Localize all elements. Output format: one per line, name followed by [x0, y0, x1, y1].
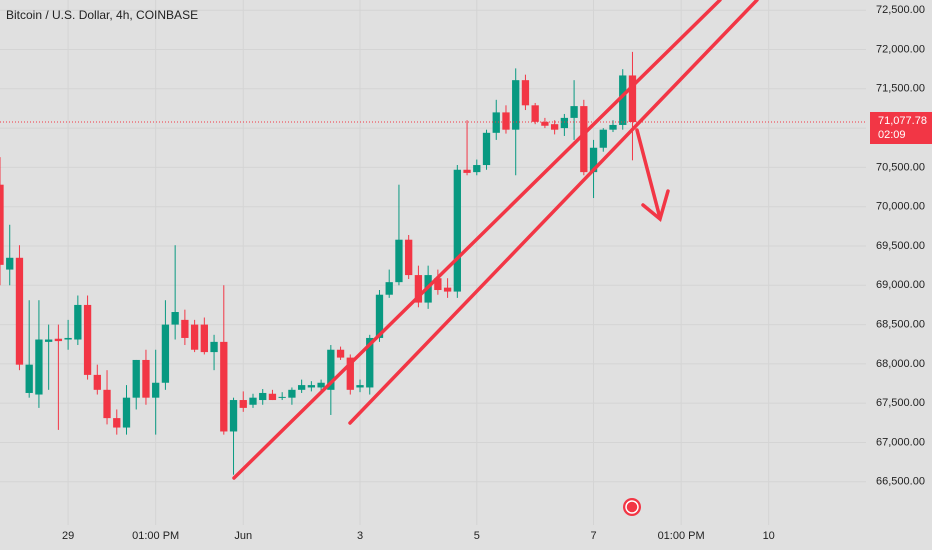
y-tick-label: 69,500.00 — [876, 240, 925, 252]
candle-body — [463, 169, 471, 173]
x-tick-label: Jun — [234, 530, 252, 542]
y-tick-label: 67,500.00 — [876, 397, 925, 409]
trend-lines — [232, 0, 759, 480]
candle-body — [599, 129, 607, 148]
candle-body — [25, 364, 33, 393]
x-tick-label: 3 — [357, 530, 363, 542]
candle-body — [482, 132, 491, 166]
candle-body — [74, 304, 82, 340]
trend-line — [348, 0, 759, 425]
candle-body — [142, 359, 150, 398]
candle-body — [356, 385, 364, 388]
candle-body — [405, 239, 413, 276]
candle-body — [93, 374, 101, 390]
x-tick-label: 7 — [590, 530, 596, 542]
candle-body — [589, 147, 598, 173]
candle-body — [375, 294, 384, 338]
candle-body — [502, 112, 510, 130]
candle-body — [181, 319, 189, 338]
y-tick-label: 68,000.00 — [876, 358, 925, 370]
candle-body — [473, 165, 481, 173]
candle-body — [297, 385, 306, 390]
y-tick-label: 70,000.00 — [876, 201, 925, 213]
event-icon — [623, 498, 641, 516]
y-tick-label: 70,500.00 — [876, 161, 925, 173]
candle-body — [492, 112, 500, 133]
candle-body — [54, 338, 63, 342]
candle-body — [15, 257, 24, 365]
grid — [0, 0, 866, 525]
candle-body — [336, 349, 345, 358]
candle-body — [366, 337, 374, 388]
x-tick-label: 01:00 PM — [132, 530, 179, 542]
candle-body — [220, 341, 228, 432]
arrow — [635, 128, 662, 220]
candle-body — [249, 397, 257, 405]
y-tick-label: 66,500.00 — [876, 476, 925, 488]
countdown: 02:09 — [878, 129, 906, 141]
x-tick-label: 01:00 PM — [658, 530, 705, 542]
candle-body — [550, 124, 559, 130]
candle-body — [200, 324, 208, 353]
candle-body — [395, 239, 403, 283]
candle-body — [288, 389, 296, 398]
candle-body — [113, 418, 121, 428]
x-tick-label: 29 — [62, 530, 74, 542]
candle-body — [83, 304, 92, 375]
candle-body — [453, 169, 461, 292]
candle-body — [122, 397, 131, 428]
candle-body — [531, 105, 539, 122]
candle-body — [443, 287, 452, 292]
y-tick-label: 72,000.00 — [876, 43, 925, 55]
candle-body — [560, 117, 569, 129]
candle-body — [259, 392, 267, 401]
x-tick-label: 5 — [474, 530, 480, 542]
candle-body — [434, 278, 442, 291]
last-price-label: 71,077.78 — [878, 115, 927, 127]
candle-body — [570, 106, 578, 118]
candles — [0, 51, 637, 475]
candle-body — [385, 282, 393, 295]
chart-title: Bitcoin / U.S. Dollar, 4h, COINBASE — [6, 8, 198, 22]
y-tick-label: 69,000.00 — [876, 279, 925, 291]
candle-body — [190, 324, 199, 350]
candle-body — [171, 312, 179, 325]
candle-body — [414, 275, 423, 303]
candle-body — [0, 184, 4, 265]
candle-body — [307, 385, 316, 388]
candle-body — [210, 341, 218, 353]
last-price-box — [870, 111, 932, 144]
candle-body — [541, 121, 549, 126]
trend-line — [232, 0, 722, 480]
arrow-head — [641, 189, 670, 223]
y-tick-label: 72,500.00 — [876, 4, 925, 16]
candle-body — [6, 257, 14, 270]
candle-body — [161, 324, 170, 383]
candle-body — [45, 339, 53, 342]
candle-body — [239, 400, 247, 408]
candle-body — [64, 337, 72, 340]
candle-body — [580, 106, 588, 173]
candle-body — [346, 357, 354, 390]
candle-body — [317, 382, 325, 388]
candle-body — [268, 393, 277, 401]
candle-body — [103, 389, 111, 419]
candle-body — [132, 359, 140, 398]
y-tick-label: 71,500.00 — [876, 83, 925, 95]
candle-body — [152, 382, 160, 398]
candle-body — [521, 80, 530, 106]
candle-body — [327, 349, 335, 390]
candle-body — [229, 400, 238, 432]
x-tick-label: 10 — [763, 530, 775, 542]
y-tick-label: 67,000.00 — [876, 436, 925, 448]
candle-body — [628, 75, 637, 122]
candle-body — [512, 80, 520, 130]
candle-body — [35, 339, 43, 395]
candle-body — [278, 396, 286, 398]
candle-body — [609, 124, 617, 130]
y-tick-label: 68,500.00 — [876, 318, 925, 330]
candle-body — [619, 75, 627, 125]
